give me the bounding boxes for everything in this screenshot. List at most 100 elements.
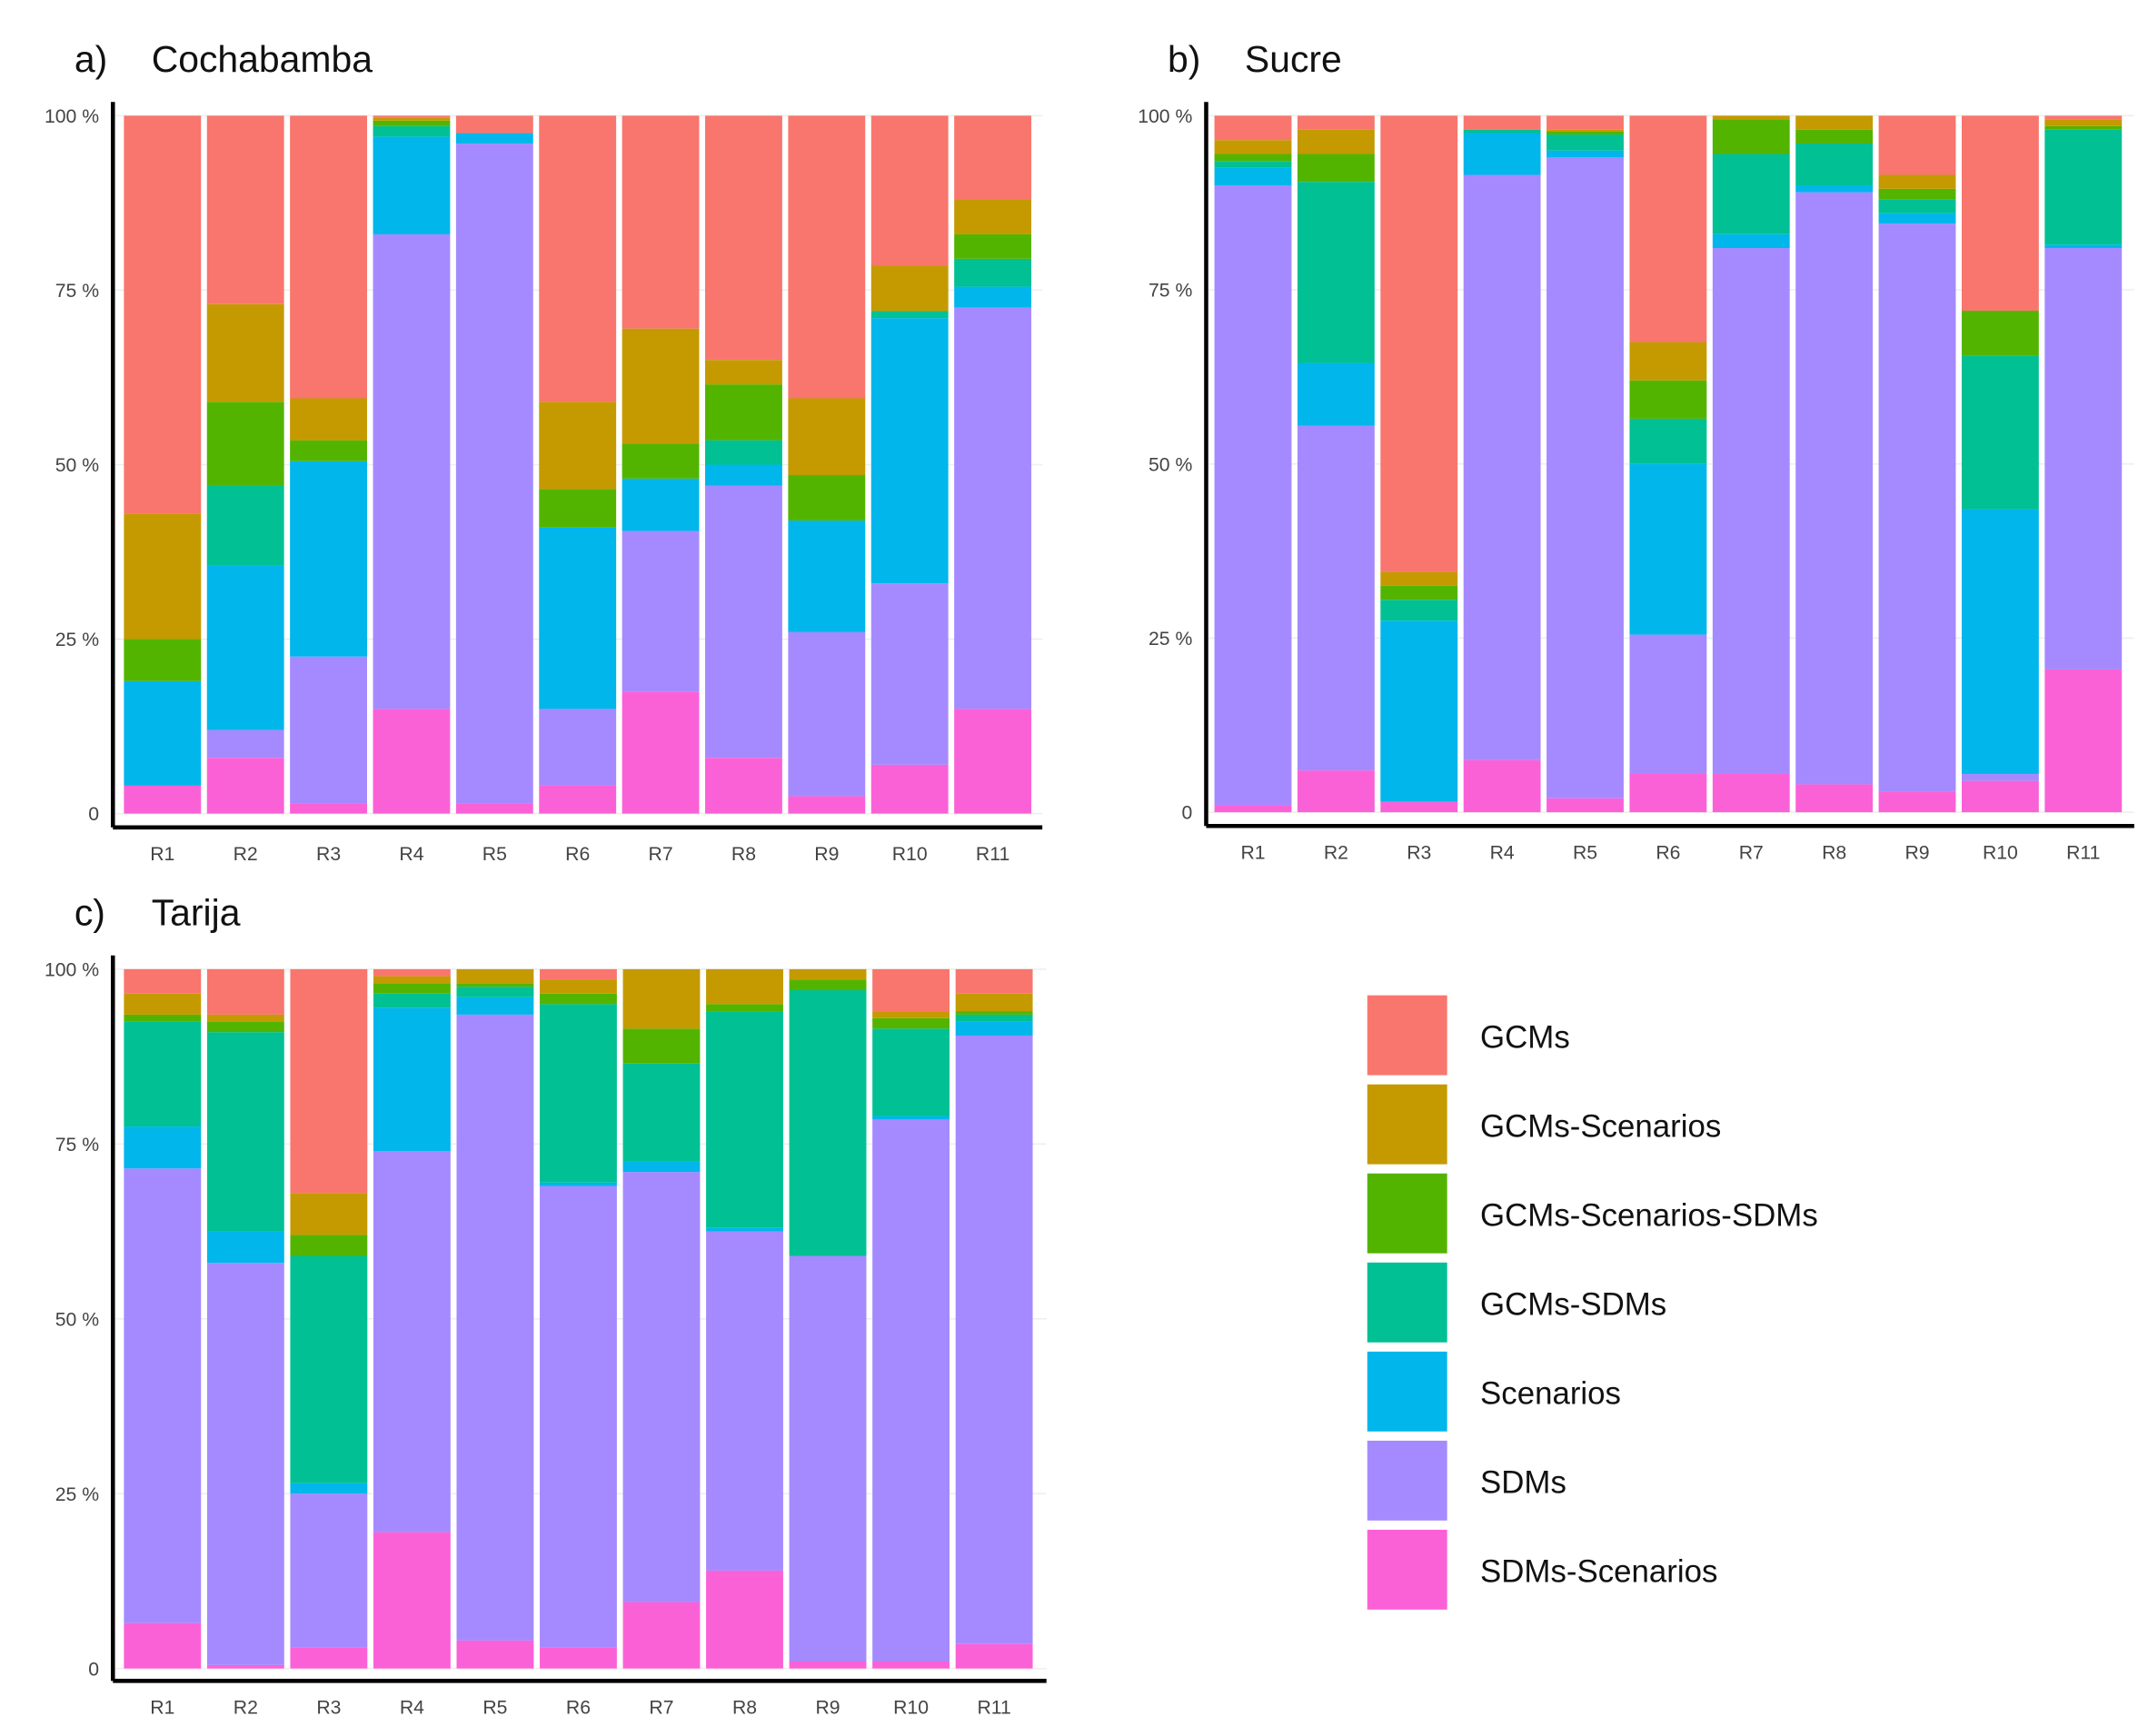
bar-segment-r1-gcms [124, 115, 202, 514]
bar-segment-r5-gcms-scenarios [456, 968, 534, 984]
bar-segment-r8-gcms-sdms [1795, 144, 1874, 186]
bar-segment-r5-sdms [455, 144, 533, 804]
bar-segment-r6-sdms [1629, 634, 1707, 774]
bar-segment-r8-sdms [1795, 192, 1874, 785]
bar-segment-r6-scenarios [1629, 463, 1707, 635]
bar-segment-r2-gcms-sdms [1297, 182, 1375, 363]
panel-label: a) [75, 38, 107, 80]
bar-segment-r4-gcms [373, 115, 451, 118]
bar-segment-r10-sdms-scenarios [1961, 780, 2039, 813]
bar-segment-r3-sdms-scenarios [290, 803, 368, 814]
bar-segment-r6-sdms [540, 1185, 617, 1648]
bar-segment-r5-gcms [455, 115, 533, 134]
bar-segment-r1-gcms-sdms [1214, 161, 1292, 168]
bar-segment-r9-scenarios [1878, 213, 1956, 224]
bar-segment-r2-gcms-scenarios [206, 1014, 284, 1022]
legend-label: GCMs [1480, 1019, 1570, 1055]
legend-label: SDMs [1480, 1464, 1566, 1500]
bar-segment-r2-gcms-scenarios-sdms [206, 402, 284, 486]
bar-segment-r3-gcms [290, 115, 368, 399]
bar-segment-r9-sdms [1878, 223, 1956, 792]
x-tick-label: R7 [1739, 843, 1764, 864]
x-tick-label: R6 [566, 1698, 591, 1719]
bar-segment-r10-sdms [870, 583, 949, 765]
bar-segment-r7-gcms-scenarios-sdms [1712, 119, 1790, 154]
bar-segment-r8-gcms-scenarios [705, 360, 782, 385]
bar-segment-r3-sdms [290, 656, 368, 804]
bar-segment-r4-sdms [1463, 174, 1541, 760]
bar-segment-r7-gcms [622, 115, 700, 329]
bar-segment-r6-sdms-scenarios [539, 785, 617, 814]
x-tick-label: R11 [2066, 843, 2100, 864]
x-tick-label: R4 [400, 1698, 424, 1719]
bar-segment-r10-gcms-sdms [870, 311, 949, 319]
y-tick-label: 75 % [55, 281, 99, 302]
bar-segment-r1-gcms-scenarios-sdms [124, 1014, 202, 1022]
bar-segment-r6-gcms-scenarios [539, 402, 617, 490]
bar-segment-r10-scenarios [872, 1116, 950, 1120]
bar-segment-r11-sdms-scenarios [954, 709, 1032, 814]
bar-segment-r9-gcms-scenarios [788, 398, 866, 476]
bar-segment-r5-gcms-scenarios-sdms [1546, 131, 1624, 135]
x-tick-label: R9 [815, 1698, 840, 1719]
bar-segment-r2-scenarios [1297, 362, 1375, 426]
x-tick-label: R2 [234, 844, 258, 865]
bar-segment-r2-gcms-sdms [206, 1032, 284, 1232]
y-tick-label: 25 % [55, 1484, 99, 1505]
bar-segment-r10-sdms [1961, 773, 2039, 781]
bar-segment-r3-gcms [290, 968, 368, 1194]
bar-segment-r9-sdms [789, 1255, 867, 1662]
bar-segment-r11-sdms-scenarios [955, 1643, 1033, 1669]
bar-segment-r2-sdms [206, 729, 284, 759]
bar-segment-r7-gcms-scenarios [1712, 115, 1790, 120]
bar-segment-r1-sdms-scenarios [124, 785, 202, 814]
bar-segment-r2-scenarios [206, 565, 284, 730]
bar-segment-r10-gcms-scenarios [872, 1011, 950, 1018]
bar-segment-r6-gcms-scenarios-sdms [1629, 380, 1707, 419]
x-tick-label: R6 [1656, 843, 1680, 864]
legend-label: GCMs-Scenarios-SDMs [1480, 1197, 1818, 1233]
bar-segment-r1-sdms [124, 1168, 202, 1623]
y-tick-label: 100 % [45, 106, 99, 127]
bar-segment-r6-gcms [1629, 115, 1707, 342]
bar-segment-r1-gcms-scenarios [124, 993, 202, 1015]
bar-segment-r8-sdms-scenarios [705, 758, 782, 814]
y-tick-label: 50 % [55, 455, 99, 476]
legend-label: Scenarios [1480, 1375, 1621, 1411]
bar-segment-r8-sdms-scenarios [1795, 784, 1874, 813]
x-tick-label: R7 [649, 1698, 673, 1719]
y-tick-label: 0 [88, 804, 99, 825]
bar-segment-r7-gcms-scenarios [622, 328, 700, 444]
bar-segment-r11-sdms [2044, 248, 2123, 670]
bar-segment-r4-gcms-sdms [373, 993, 451, 1008]
x-tick-label: R9 [1904, 843, 1929, 864]
bar-segment-r10-gcms [870, 115, 949, 266]
legend-swatch-gcms [1367, 995, 1447, 1076]
bar-segment-r4-gcms-sdms [373, 125, 451, 137]
x-tick-label: R5 [482, 1698, 507, 1719]
bar-segment-r3-gcms-sdms [290, 1255, 368, 1483]
bar-segment-r7-sdms-scenarios [622, 1602, 701, 1669]
bar-segment-r9-gcms-sdms [789, 989, 867, 1256]
bar-segment-r6-gcms-sdms [540, 1004, 617, 1183]
bar-segment-r2-gcms-scenarios [1297, 129, 1375, 154]
legend: GCMs GCMs-Scenarios GCMs-Scenarios-SDMs GCM… [1367, 995, 1818, 1610]
bar-segment-r6-sdms-scenarios [1629, 773, 1707, 813]
bar-segment-r8-sdms [705, 485, 782, 759]
bar-segment-r11-gcms-scenarios [955, 993, 1033, 1012]
bar-segment-r11-gcms-scenarios-sdms [955, 1011, 1033, 1015]
legend-label: GCMs-SDMs [1480, 1286, 1666, 1322]
bar-segment-r2-sdms-scenarios [1297, 770, 1375, 813]
bar-segment-r1-sdms [1214, 185, 1292, 806]
bar-segment-r4-gcms-scenarios-sdms [373, 983, 451, 994]
bar-segment-r6-gcms-scenarios [1629, 342, 1707, 381]
x-tick-label: R1 [1240, 843, 1265, 864]
x-tick-label: R5 [482, 844, 507, 865]
bar-segment-r1-gcms [124, 968, 202, 994]
bar-segment-r4-scenarios [373, 1007, 451, 1152]
bar-segment-r2-sdms [1297, 425, 1375, 771]
bar-segment-r9-sdms [788, 631, 866, 797]
bar-segment-r8-scenarios [706, 1227, 783, 1232]
bar-segment-r1-scenarios [1214, 167, 1292, 186]
bar-segment-r1-gcms-scenarios [124, 513, 202, 640]
